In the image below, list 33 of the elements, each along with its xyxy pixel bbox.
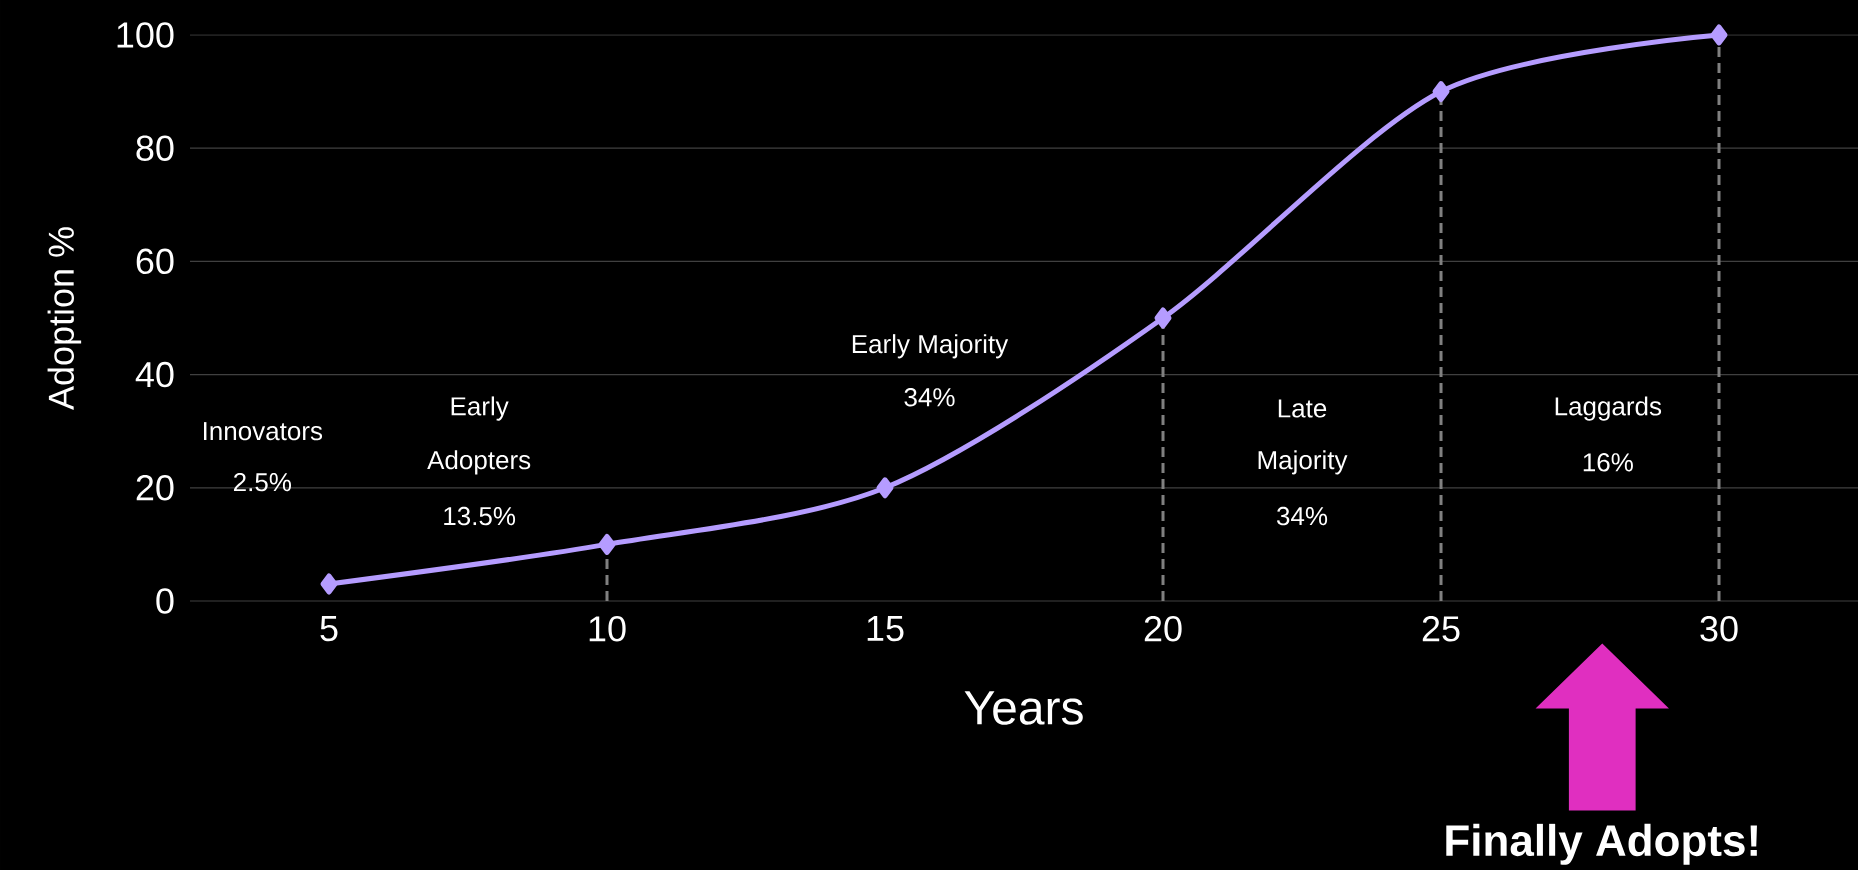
annotation: Adopters	[427, 450, 531, 475]
x-tick-label: 15	[867, 616, 904, 642]
point	[1154, 307, 1172, 329]
x-tick-label: 30	[1700, 616, 1738, 642]
annotation: Majority	[1258, 450, 1348, 475]
x-axis-title: Years	[964, 691, 1083, 725]
y-tick-label: 60	[136, 248, 174, 275]
annotation: Early Majority	[852, 334, 1009, 359]
annotation: Innovators	[204, 422, 323, 441]
y-tick-label: 20	[136, 475, 174, 501]
annotation: 34%	[1277, 506, 1328, 526]
annotation: Laggards	[1555, 396, 1662, 421]
y-tick-label: 0	[156, 588, 174, 614]
point	[1710, 24, 1728, 46]
y-tick-label: 80	[136, 135, 174, 161]
annotation: 2.5%	[233, 472, 291, 492]
point	[876, 477, 894, 499]
annotation: Late	[1278, 399, 1327, 418]
y-tick-label: 100	[117, 22, 174, 48]
annotation: 34%	[904, 388, 955, 407]
y-axis-title: Adoption %	[47, 227, 82, 410]
annotation: 13.5%	[444, 506, 516, 526]
x-tick-label: 20	[1144, 616, 1182, 642]
annotation: 16%	[1583, 453, 1633, 472]
annotation: Early	[451, 396, 509, 421]
y-tick-label: 40	[135, 361, 174, 388]
text: Finally Adopts!	[1446, 823, 1757, 865]
point	[1432, 81, 1450, 103]
point	[320, 573, 338, 595]
point	[598, 533, 616, 555]
x-tick-label: 25	[1422, 616, 1460, 642]
x-tick-label: 5	[320, 616, 338, 642]
x-tick-label: 10	[589, 616, 626, 642]
